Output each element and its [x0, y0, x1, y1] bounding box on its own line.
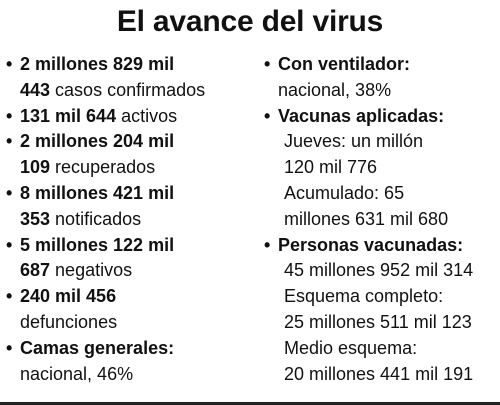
item-value: 109 [20, 157, 51, 178]
list-item: • Camas generales: [6, 336, 256, 362]
list-item-continuation: 20 millones 441 mil 191 [284, 363, 474, 384]
bullet: • [6, 105, 13, 126]
item-label: defunciones [20, 311, 118, 332]
list-item-continuation: Acumulado: 65 [284, 182, 405, 203]
list-item-continuation: 25 millones 511 mil 123 [284, 311, 472, 332]
list-item-continuation: 109 recuperados [6, 155, 256, 181]
item-label: activos [116, 105, 178, 126]
item-heading: Vacunas aplicadas: [278, 105, 445, 126]
item-value: 5 millones 122 mil [20, 234, 175, 255]
list-item: • 8 millones 421 mil [6, 181, 256, 207]
bullet: • [264, 234, 271, 255]
item-value: 353 [20, 208, 51, 229]
item-value: 687 [20, 260, 51, 281]
item-label: casos confirmados [50, 79, 206, 100]
list-item-continuation: Esquema completo: [284, 286, 444, 307]
list-item-continuation: 687 negativos [6, 258, 256, 284]
list-item: • 240 mil 456 [6, 284, 256, 310]
item-value: 443 [20, 79, 51, 100]
item-label: nacional, 46% [20, 363, 134, 384]
list-item-continuation: Medio esquema: [284, 337, 418, 358]
bullet: • [6, 234, 13, 255]
item-value: 2 millones 829 mil [20, 54, 175, 74]
page-title: El avance del virus [116, 5, 384, 38]
list-item: • 2 millones 204 mil [6, 129, 256, 155]
item-value: 240 mil 456 [20, 286, 117, 307]
item-label: recuperados [50, 157, 156, 178]
list-item-continuation: Jueves: un millón [284, 131, 424, 152]
list-item-continuation: defunciones [6, 310, 256, 336]
list-item-continuation: 45 millones 952 mil 314 [284, 260, 474, 281]
list-item: • Con ventilador: [264, 52, 500, 78]
list-item: • Vacunas aplicadas: [264, 104, 500, 130]
item-heading: Camas generales: [20, 337, 175, 358]
list-item-continuation: 120 mil 776 [284, 157, 378, 178]
bullet: • [264, 105, 271, 126]
bullet: • [6, 182, 13, 203]
bottom-rule [0, 402, 500, 405]
item-label: negativos [50, 260, 133, 281]
list-item: • 131 mil 644 activos [6, 104, 256, 130]
bullet: • [6, 286, 13, 307]
list-item-continuation: 353 notificados [6, 207, 256, 233]
list-item-continuation: nacional, 38% [264, 78, 500, 104]
right-column: • Con ventilador: nacional, 38% • Vacuna… [264, 52, 500, 387]
list-item: • 2 millones 829 mil [6, 52, 256, 78]
bullet: • [264, 54, 271, 74]
item-label: notificados [50, 208, 142, 229]
item-value: 8 millones 421 mil [20, 182, 175, 203]
item-value: 131 mil 644 [20, 105, 117, 126]
list-item-continuation: 443 casos confirmados [6, 78, 256, 104]
item-heading: Personas vacunadas: [278, 234, 464, 255]
item-heading: Con ventilador: [278, 54, 411, 74]
item-label: nacional, 38% [278, 79, 392, 100]
bullet: • [6, 337, 13, 358]
item-value: 2 millones 204 mil [20, 131, 175, 152]
bullet: • [6, 54, 13, 74]
list-item-continuation: millones 631 mil 680 [284, 208, 449, 229]
list-item-continuation: nacional, 46% [6, 362, 256, 388]
list-item: • Personas vacunadas: [264, 233, 500, 259]
bullet: • [6, 131, 13, 152]
left-column: • 2 millones 829 mil 443 casos confirmad… [6, 52, 256, 387]
list-item: • 5 millones 122 mil [6, 233, 256, 259]
